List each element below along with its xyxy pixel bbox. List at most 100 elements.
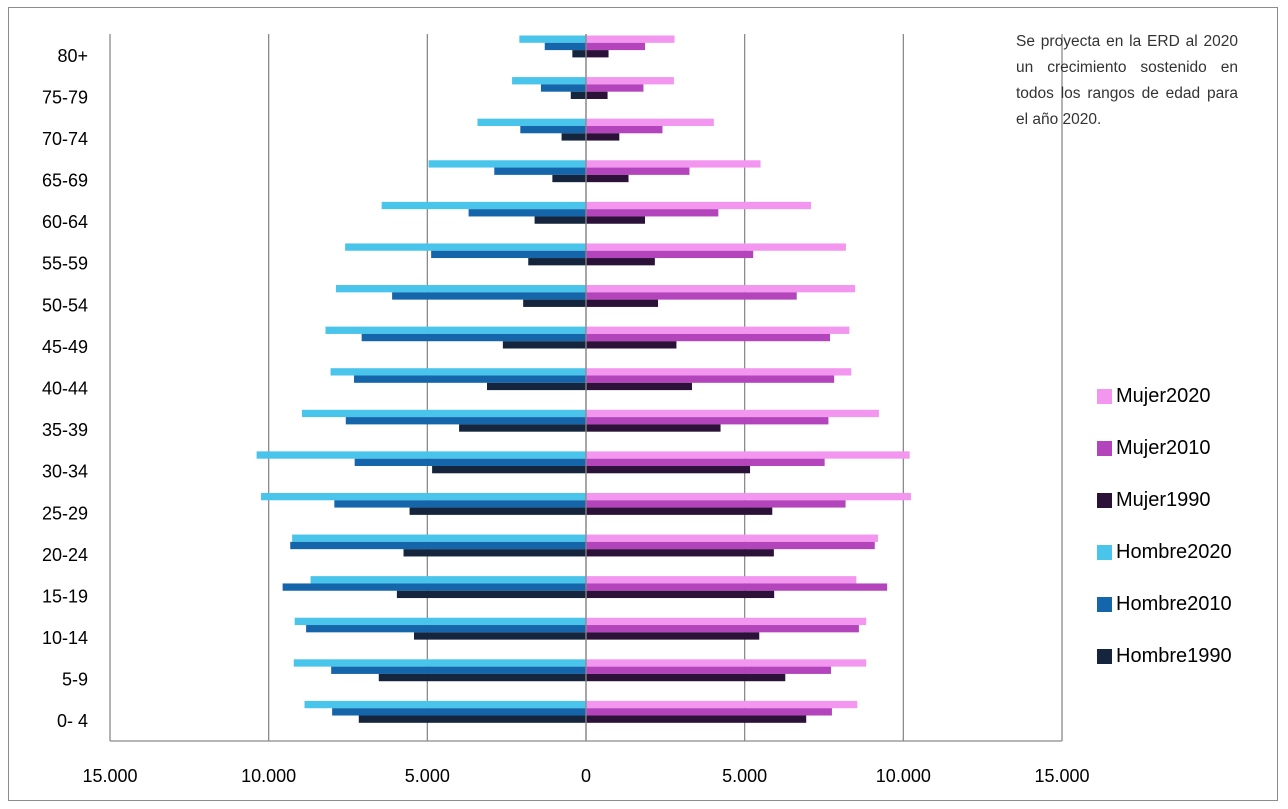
x-tick-label: 5.000 <box>405 766 450 786</box>
bar-hombre2010 <box>354 375 586 383</box>
bar-hombre2020 <box>345 243 586 251</box>
bar-hombre2020 <box>381 201 586 210</box>
bar-hombre2020 <box>261 492 586 501</box>
bar-mujer2010 <box>586 84 644 92</box>
bar-mujer1990 <box>586 216 646 224</box>
bar-hombre2020 <box>301 409 586 418</box>
legend-swatch <box>1097 648 1112 664</box>
y-tick-label: 40-44 <box>42 379 88 399</box>
bar-mujer2010 <box>586 167 690 175</box>
bar-mujer2010 <box>586 458 825 466</box>
bar-mujer1990 <box>586 673 786 682</box>
bar-hombre1990 <box>459 424 586 432</box>
bar-mujer2020 <box>586 451 910 459</box>
bar-mujer2020 <box>586 534 878 542</box>
bar-mujer1990 <box>586 341 677 349</box>
bar-hombre2020 <box>256 451 586 459</box>
bar-hombre2010 <box>306 625 586 633</box>
bar-mujer1990 <box>586 632 760 640</box>
legend-item: Hombre1990 <box>1097 630 1282 682</box>
bar-hombre2010 <box>290 541 586 550</box>
bar-mujer2010 <box>586 625 859 633</box>
bar-hombre2010 <box>540 84 586 92</box>
bar-hombre1990 <box>358 715 586 723</box>
y-tick-label: 45-49 <box>42 337 88 357</box>
bar-hombre1990 <box>414 632 586 640</box>
y-tick-label: 20-24 <box>42 545 88 565</box>
bar-mujer1990 <box>586 91 608 99</box>
bar-mujer2010 <box>586 500 846 508</box>
bar-mujer2010 <box>586 125 663 134</box>
bar-hombre2010 <box>282 583 586 591</box>
bar-hombre1990 <box>432 465 586 474</box>
bar-mujer2020 <box>586 659 867 667</box>
y-tick-label: 35-39 <box>42 420 88 440</box>
bar-hombre2010 <box>334 500 586 508</box>
bar-hombre2020 <box>294 617 586 626</box>
bar-hombre2020 <box>293 659 586 667</box>
legend-item: Mujer2020 <box>1097 370 1282 422</box>
bar-hombre2010 <box>354 458 586 466</box>
x-tick-label: 0 <box>581 766 591 786</box>
bar-hombre2020 <box>519 35 586 43</box>
legend-label: Hombre1990 <box>1116 644 1232 667</box>
y-tick-label: 25-29 <box>42 503 88 523</box>
y-tick-label: 60-64 <box>42 212 88 232</box>
bar-hombre2010 <box>392 292 586 300</box>
legend-swatch <box>1097 388 1112 404</box>
legend-label: Mujer1990 <box>1116 488 1211 511</box>
bar-mujer2010 <box>586 541 875 550</box>
y-tick-label: 70-74 <box>42 129 88 149</box>
bar-mujer1990 <box>586 715 807 723</box>
bar-mujer2010 <box>586 666 831 674</box>
legend-label: Hombre2020 <box>1116 540 1232 563</box>
x-axis: 15.000 10.000 5.000 0 5.000 10.000 15.000 <box>82 740 1090 786</box>
y-tick-label: 30-34 <box>42 462 88 482</box>
bar-hombre1990 <box>502 341 586 349</box>
bar-mujer2020 <box>586 118 714 126</box>
bar-mujer2020 <box>586 617 867 626</box>
bar-hombre2010 <box>331 666 586 674</box>
bar-mujer2020 <box>586 700 858 709</box>
bar-hombre2020 <box>292 534 586 542</box>
bar-mujer2010 <box>586 292 797 300</box>
legend-swatch <box>1097 544 1112 560</box>
legend-swatch <box>1097 492 1112 508</box>
legend-item: Hombre2010 <box>1097 578 1282 630</box>
x-tick-label: 10.000 <box>241 766 296 786</box>
legend-swatch <box>1097 596 1112 612</box>
bar-hombre1990 <box>528 258 586 266</box>
bar-mujer1990 <box>586 133 620 141</box>
x-tick-label: 15.000 <box>82 766 137 786</box>
y-tick-label: 0- 4 <box>57 711 88 731</box>
annotation-note: Se proyecta en la ERD al 2020 un crecimi… <box>1016 33 1238 128</box>
legend: Mujer2020 Mujer2010 Mujer1990 Hombre2020 Hom… <box>1097 370 1282 682</box>
bars <box>256 35 911 723</box>
bar-hombre2010 <box>431 250 586 259</box>
bar-hombre2010 <box>345 417 586 425</box>
bar-mujer2020 <box>586 492 911 501</box>
bar-hombre2020 <box>330 368 586 376</box>
bar-mujer2020 <box>586 35 675 43</box>
y-tick-label: 80+ <box>57 46 88 66</box>
legend-label: Mujer2020 <box>1116 384 1211 407</box>
bar-mujer2020 <box>586 409 879 418</box>
legend-swatch <box>1097 440 1112 456</box>
bar-mujer2010 <box>586 333 831 342</box>
y-tick-label: 75-79 <box>42 87 88 107</box>
y-tick-label: 10-14 <box>42 628 88 648</box>
x-tick-label: 10.000 <box>876 766 931 786</box>
bar-mujer2010 <box>586 417 829 425</box>
bar-hombre1990 <box>523 299 586 307</box>
legend-item: Mujer1990 <box>1097 474 1282 526</box>
bar-hombre1990 <box>534 216 586 224</box>
bar-hombre2020 <box>477 118 586 126</box>
bar-hombre1990 <box>396 590 586 599</box>
bar-mujer1990 <box>586 299 659 307</box>
y-tick-label: 5-9 <box>62 670 88 690</box>
bar-hombre1990 <box>572 50 586 58</box>
x-tick-label: 15.000 <box>1034 766 1089 786</box>
bar-hombre1990 <box>409 507 586 515</box>
bar-mujer2010 <box>586 209 719 217</box>
